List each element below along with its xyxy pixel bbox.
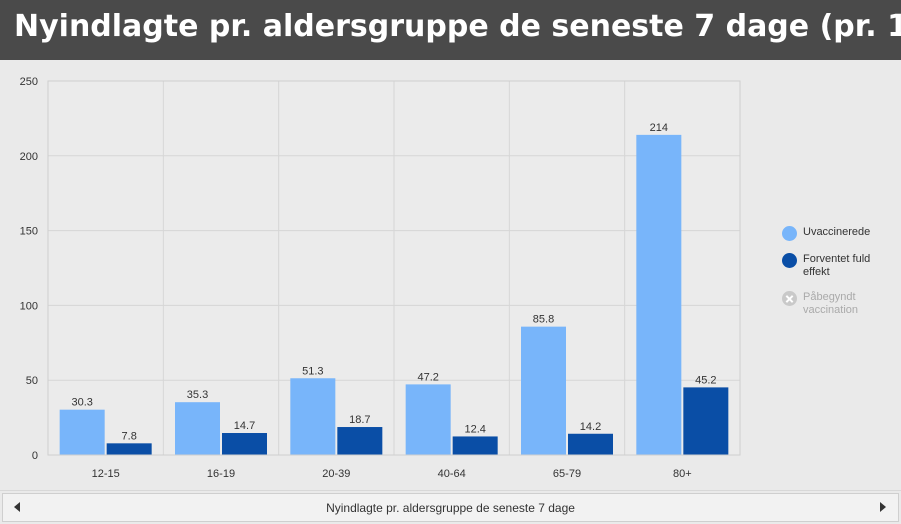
legend-swatch-uvaccinerede: [782, 226, 797, 241]
plot-border: [47, 80, 741, 456]
chart-title: Nyindlagte pr. aldersgruppe de seneste 7…: [0, 0, 901, 60]
data-label: 7.8: [122, 430, 137, 442]
y-tick-label: 250: [20, 76, 38, 88]
data-label: 18.7: [349, 414, 370, 426]
data-label: 47.2: [417, 371, 438, 383]
chart-area: 0 50 100 150 200 250 12-15 30.3 7.8 16-19 35.3 14.7…: [0, 60, 901, 490]
x-tick-label: 40-64: [438, 468, 466, 480]
bar-forventet-fuld-effekt: [683, 387, 729, 455]
bar-chart: 0 50 100 150 200 250 12-15 30.3 7.8 16-19 35.3 14.7…: [20, 76, 741, 480]
bar-forventet-fuld-effekt: [568, 433, 613, 455]
navigator-title: Nyindlagte pr. aldersgruppe de seneste 7…: [326, 501, 575, 515]
data-label: 85.8: [533, 314, 554, 326]
bar-forventet-fuld-effekt: [337, 427, 383, 455]
bar-uvaccinerede: [59, 409, 105, 455]
data-label: 14.7: [234, 420, 255, 432]
bar-forventet-fuld-effekt: [106, 443, 152, 455]
x-tick-label: 12-15: [92, 468, 120, 480]
y-tick-label: 200: [20, 151, 38, 163]
bar-uvaccinerede: [636, 134, 682, 455]
legend-item-uvaccinerede[interactable]: Uvaccinerede: [782, 226, 897, 241]
bar-uvaccinerede: [175, 402, 220, 455]
x-tick-label: 80+: [673, 468, 692, 480]
data-label: 45.2: [695, 374, 716, 386]
x-tick-label: 16-19: [207, 468, 235, 480]
y-tick-label: 0: [32, 450, 38, 462]
legend: Uvaccinerede Forventet fuld effekt Påbeg…: [782, 226, 897, 329]
legend-label: Uvaccinerede: [803, 226, 871, 238]
legend-label: Forventet fuld effekt: [803, 253, 871, 278]
data-label: 12.4: [464, 423, 485, 435]
scroll-left-arrow-icon[interactable]: [14, 502, 20, 512]
navigator-bar: Nyindlagte pr. aldersgruppe de seneste 7…: [2, 493, 899, 522]
data-label: 214: [650, 122, 668, 134]
chart-navigator: Nyindlagte pr. aldersgruppe de seneste 7…: [0, 490, 901, 524]
data-label: 30.3: [71, 397, 92, 409]
data-label: 14.2: [580, 421, 601, 433]
legend-label: Påbegyndt vaccination: [803, 291, 859, 316]
data-label: 35.3: [187, 389, 208, 401]
bar-uvaccinerede: [290, 378, 336, 455]
data-label: 51.3: [302, 365, 323, 377]
bar-uvaccinerede: [521, 326, 566, 455]
bar-forventet-fuld-effekt: [222, 433, 267, 455]
legend-item-forventet-fuld-effekt[interactable]: Forventet fuld effekt: [782, 253, 897, 279]
y-tick-label: 100: [20, 300, 38, 312]
y-tick-label: 150: [20, 226, 38, 238]
bar-forventet-fuld-effekt: [452, 436, 498, 455]
bar-uvaccinerede: [405, 384, 451, 455]
legend-item-paabegyndt-vaccination[interactable]: Påbegyndt vaccination: [782, 291, 897, 317]
legend-hidden-x-icon: [782, 291, 797, 306]
y-tick-label: 50: [26, 375, 38, 387]
legend-swatch-forventet-fuld-effekt: [782, 253, 797, 268]
scroll-right-arrow-icon[interactable]: [880, 502, 886, 512]
x-tick-label: 20-39: [322, 468, 350, 480]
x-tick-label: 65-79: [553, 468, 581, 480]
